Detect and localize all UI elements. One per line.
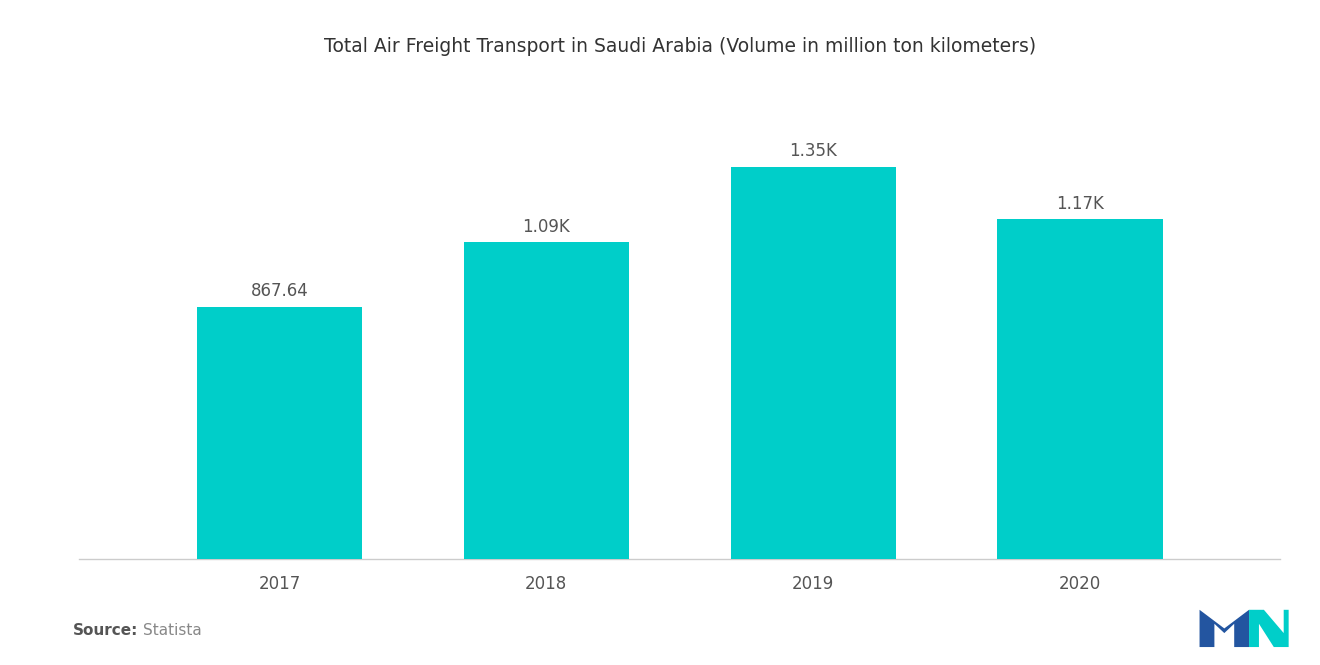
Text: Statista: Statista	[143, 623, 202, 638]
Title: Total Air Freight Transport in Saudi Arabia (Volume in million ton kilometers): Total Air Freight Transport in Saudi Ara…	[323, 37, 1036, 56]
Bar	[197, 307, 362, 559]
Polygon shape	[1249, 610, 1288, 647]
Bar	[730, 167, 896, 559]
Polygon shape	[1200, 610, 1249, 647]
Bar	[463, 242, 630, 559]
Text: 867.64: 867.64	[251, 283, 309, 301]
Text: 1.17K: 1.17K	[1056, 195, 1104, 213]
Text: 1.09K: 1.09K	[523, 218, 570, 236]
Text: 1.35K: 1.35K	[789, 142, 837, 160]
Text: Source:: Source:	[73, 623, 139, 638]
Bar	[998, 219, 1163, 559]
